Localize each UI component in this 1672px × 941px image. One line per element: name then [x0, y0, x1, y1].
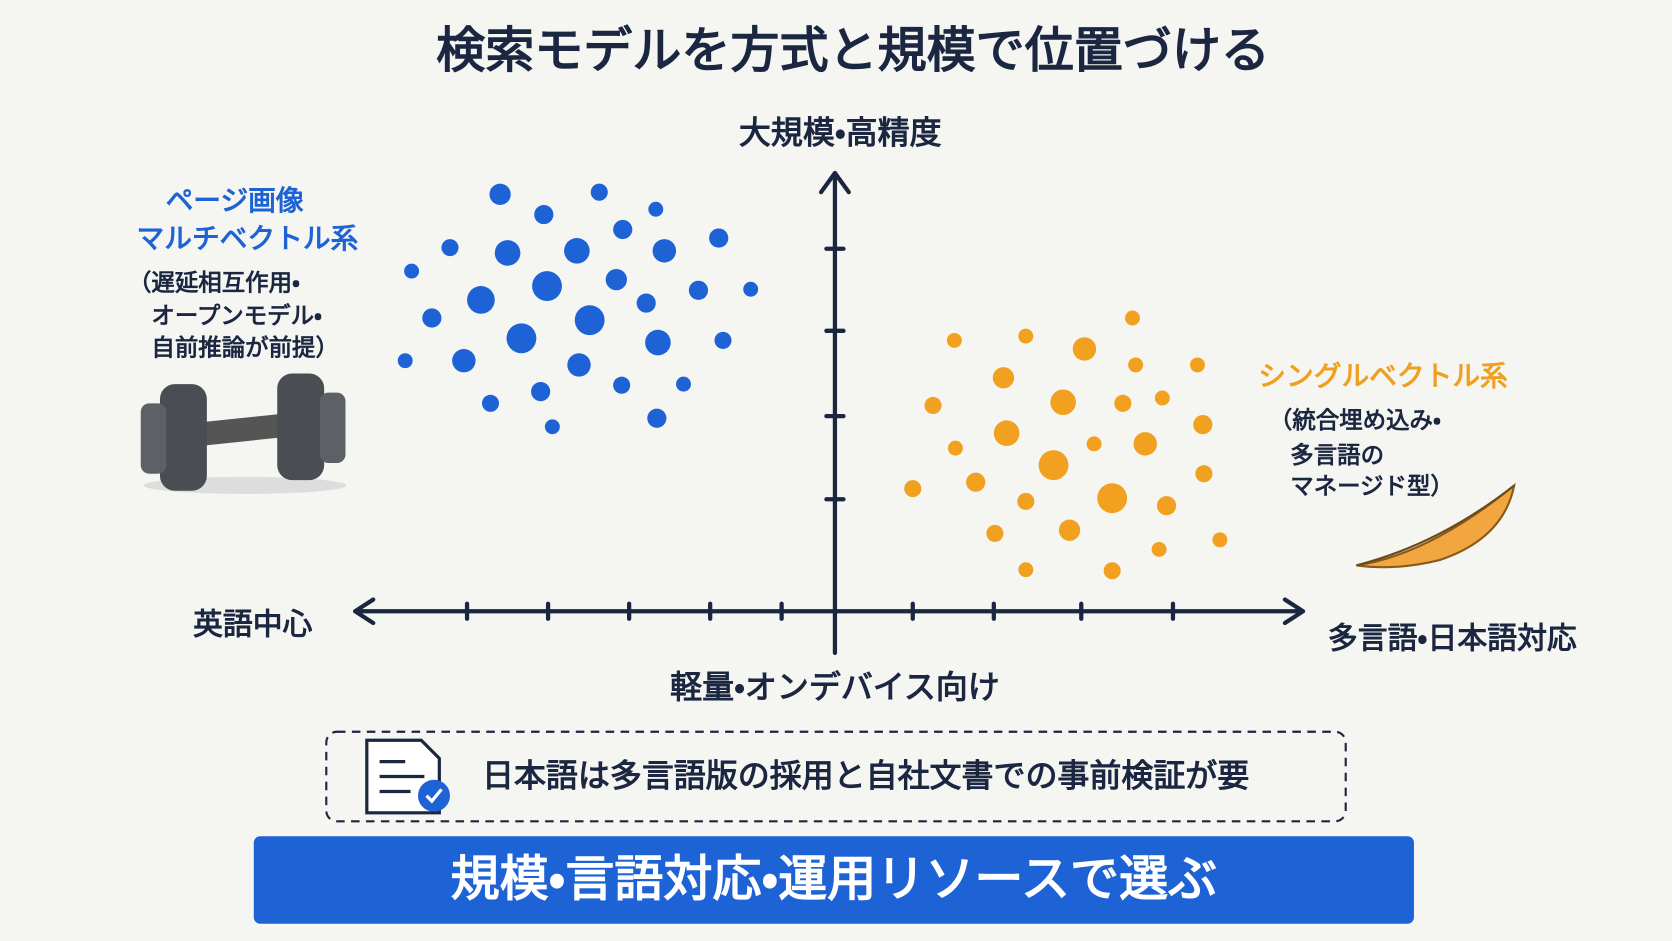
dot: [904, 480, 922, 498]
dot: [714, 331, 732, 349]
dot: [636, 293, 656, 313]
feather-icon: [1356, 482, 1516, 569]
cluster-note: （統合埋め込み・: [1269, 406, 1441, 434]
dot: [452, 348, 476, 373]
dot: [574, 305, 605, 336]
dot: [709, 228, 729, 248]
dot: [1072, 337, 1097, 361]
dot: [1114, 394, 1132, 412]
dot: [1156, 496, 1177, 516]
axis-ticks: [464, 246, 1176, 621]
dot: [1097, 483, 1128, 514]
dumbbell-icon: [140, 373, 347, 494]
dot: [1017, 492, 1035, 510]
title: 検索モデルを方式と規模で位置づける: [436, 21, 1270, 79]
dot: [1103, 562, 1121, 580]
dot: [397, 353, 413, 369]
dot: [605, 268, 627, 291]
dot: [1154, 390, 1170, 406]
banner: [253, 836, 1414, 924]
dot: [531, 381, 551, 402]
dot: [946, 332, 962, 348]
dot: [567, 353, 591, 377]
dot: [422, 308, 442, 328]
dot: [676, 376, 691, 392]
dot: [1128, 357, 1144, 373]
dot: [564, 238, 590, 264]
dot: [947, 440, 963, 456]
dot: [404, 263, 420, 279]
dot: [506, 323, 537, 354]
dot: [467, 286, 495, 314]
axis-label-top: 大規模・高精度: [739, 114, 942, 152]
axes: [352, 170, 1306, 655]
dot: [534, 204, 554, 225]
dot: [613, 376, 631, 394]
horizontal-axis: [352, 597, 1306, 626]
dot: [652, 239, 677, 263]
dot: [993, 420, 1020, 446]
dot: [613, 219, 633, 240]
dot: [1086, 436, 1102, 452]
dot: [1190, 357, 1205, 373]
dot: [1133, 432, 1157, 456]
note-text: 日本語は多言語版の採用と自社文書での事前検証が要: [482, 757, 1249, 795]
dot: [1193, 415, 1213, 435]
cluster-note: オープンモデル・: [151, 301, 322, 329]
dot: [992, 367, 1015, 389]
dot: [441, 239, 459, 257]
cluster-note: マネージド型）: [1290, 472, 1454, 500]
cluster-name: マルチベクトル系: [137, 222, 359, 255]
vertical-axis: [818, 170, 851, 655]
dot: [590, 183, 608, 201]
dot-clusters: [397, 183, 1228, 580]
dot: [1018, 562, 1034, 578]
document-icon: [365, 738, 450, 815]
dot: [647, 408, 667, 428]
dot: [648, 201, 664, 217]
dot: [1018, 328, 1034, 344]
cluster-note: 多言語の: [1290, 441, 1384, 469]
axis-label-right: 多言語・日本語対応: [1328, 622, 1577, 657]
cluster-name: ページ画像: [166, 184, 304, 217]
dot: [1058, 519, 1081, 541]
dot: [1038, 450, 1069, 481]
axis-label-left: 英語中心: [193, 608, 313, 643]
dot: [494, 240, 521, 266]
dot: [688, 280, 709, 300]
dot: [966, 472, 986, 492]
cluster-note: 自前推論が前提）: [151, 333, 339, 361]
dot: [1151, 541, 1167, 557]
dot: [645, 329, 671, 356]
cluster-name: シングルベクトル系: [1258, 360, 1508, 393]
dot: [544, 419, 560, 435]
dot: [1212, 532, 1228, 548]
dot: [743, 281, 759, 297]
dot: [481, 394, 500, 412]
dot: [924, 396, 942, 414]
cluster-note: （遅延相互作用・: [128, 268, 300, 296]
dot: [986, 524, 1004, 542]
note-box: [325, 730, 1347, 823]
dot: [489, 183, 511, 205]
dot: [532, 271, 562, 301]
dot: [1124, 310, 1140, 326]
dot: [1050, 389, 1076, 416]
banner-text: 規模・言語対応・運用リソースで選ぶ: [451, 850, 1218, 908]
axis-label-bottom: 軽量・オンデバイス向け: [670, 668, 1000, 706]
dot: [1195, 465, 1213, 483]
